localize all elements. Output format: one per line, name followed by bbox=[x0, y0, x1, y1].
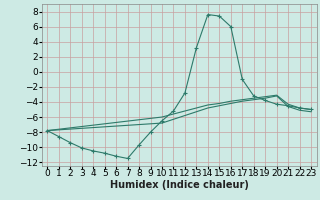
X-axis label: Humidex (Indice chaleur): Humidex (Indice chaleur) bbox=[110, 180, 249, 190]
